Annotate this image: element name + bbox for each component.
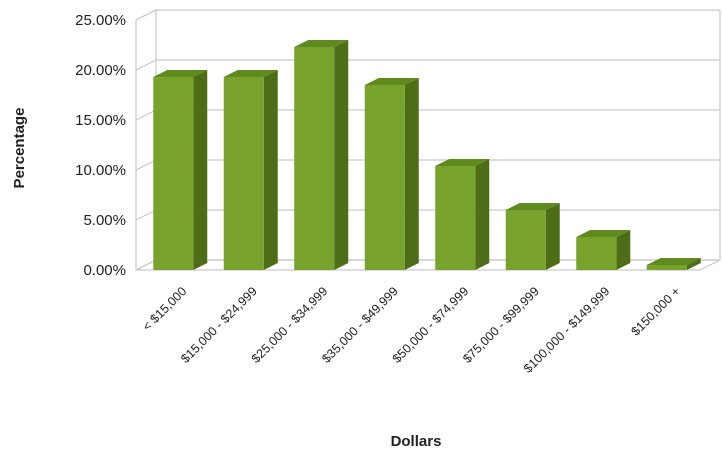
bar-top [294, 40, 349, 47]
bar [294, 40, 349, 270]
y-tick-label: 0.00% [83, 262, 126, 279]
bar-top [505, 203, 560, 210]
gridline [135, 159, 720, 171]
x-tick-label: $75,000 - $99,999 [460, 284, 542, 366]
y-tick-label: 15.00% [75, 112, 126, 129]
chart-walls [135, 9, 721, 271]
bar-front [646, 265, 687, 270]
bar-top [153, 70, 208, 77]
bar-front [576, 237, 617, 270]
y-axis-ticks: 0.00% 5.00% 10.00% 15.00% 20.00% 25.00% [75, 12, 126, 279]
y-tick-label: 25.00% [75, 12, 126, 29]
x-tick-label: $15,000 - $24,999 [178, 284, 260, 366]
bar-front [364, 85, 405, 270]
bar [223, 70, 278, 270]
bar-side [475, 159, 490, 270]
gridline [135, 109, 720, 121]
bar-side [334, 40, 349, 270]
x-tick-label: $150,000 + [628, 284, 682, 338]
gridline [135, 9, 720, 21]
y-axis-title: Percentage [11, 108, 28, 189]
bar-top [646, 258, 701, 265]
floor [135, 259, 721, 271]
bar-top [435, 159, 490, 166]
bar-front [223, 77, 264, 270]
bar-side [193, 70, 208, 270]
gridline [135, 59, 720, 71]
x-tick-label: $35,000 - $49,999 [319, 284, 401, 366]
bar-side [263, 70, 278, 270]
bar-front [435, 166, 476, 270]
bar [435, 159, 490, 270]
bar-top [576, 230, 631, 237]
y-tick-label: 5.00% [83, 212, 126, 229]
side-wall [135, 9, 157, 271]
bar-front [153, 77, 194, 270]
gridline [135, 209, 720, 221]
bar [364, 78, 419, 270]
bar [646, 258, 701, 270]
x-tick-label: $25,000 - $34,999 [249, 284, 331, 366]
x-axis-title: Dollars [391, 433, 442, 450]
y-tick-label: 20.00% [75, 62, 126, 79]
bar [153, 70, 208, 270]
x-tick-label: $50,000 - $74,999 [390, 284, 472, 366]
bar-side [616, 230, 631, 270]
gridlines [135, 9, 720, 271]
bar-side [404, 78, 419, 270]
bar [505, 203, 560, 270]
bar-front [505, 210, 546, 270]
bar [576, 230, 631, 270]
gridline [135, 259, 720, 271]
y-tick-label: 10.00% [75, 162, 126, 179]
bar-side [545, 203, 560, 270]
bars [153, 40, 701, 270]
bar-side [686, 258, 701, 270]
x-axis-ticks: < $15,000$15,000 - $24,999$25,000 - $34,… [140, 284, 683, 376]
bar-front [294, 47, 335, 270]
x-tick-label: < $15,000 [140, 284, 190, 334]
bar-top [223, 70, 278, 77]
bar-top [364, 78, 419, 85]
